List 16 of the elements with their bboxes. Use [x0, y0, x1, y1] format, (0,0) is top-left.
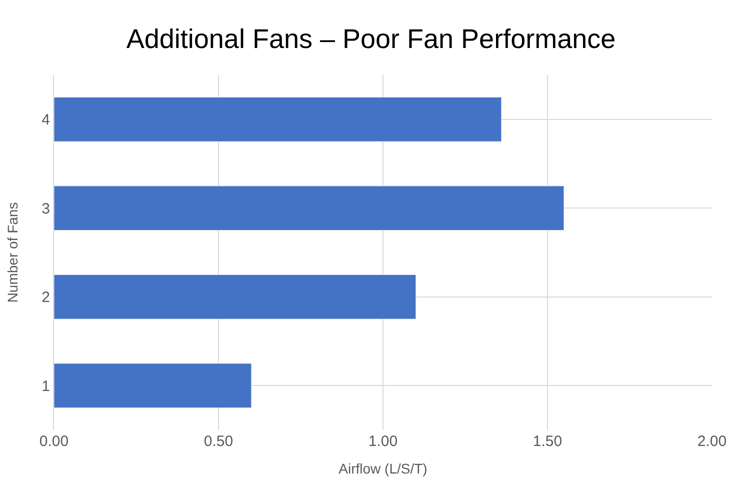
bar [54, 186, 564, 231]
chart-title: Additional Fans – Poor Fan Performance [126, 24, 616, 54]
bar [54, 363, 252, 408]
bar [54, 274, 416, 320]
x-tick-label: 0.00 [39, 433, 69, 450]
y-axis-title: Number of Fans [4, 202, 20, 303]
x-tick-label: 1.50 [532, 433, 562, 450]
y-tick-label: 2 [42, 289, 50, 306]
y-tick-label: 1 [42, 378, 50, 395]
bar [54, 96, 502, 142]
x-tick-label: 1.00 [368, 433, 398, 450]
x-axis-title: Airflow (L/S/T) [338, 460, 428, 476]
x-tick-label: 2.00 [697, 433, 727, 450]
x-tick-label: 0.50 [204, 433, 234, 450]
y-tick-label: 4 [42, 112, 50, 129]
y-tick-label: 3 [42, 200, 50, 218]
